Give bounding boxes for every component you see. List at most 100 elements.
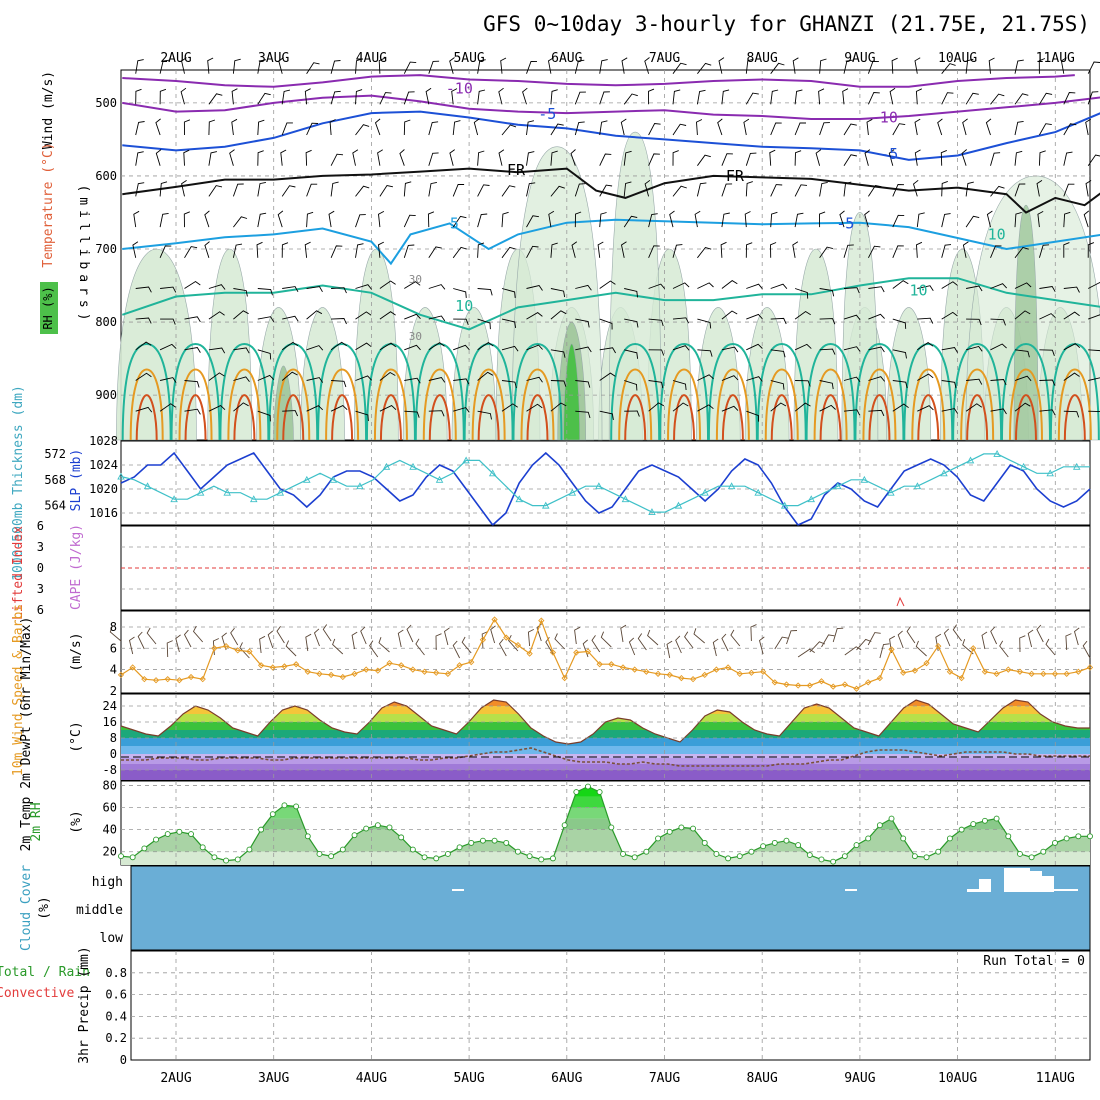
rh2m-marker [1075,833,1082,840]
wind-barb [1087,91,1099,105]
run-total: Run Total = 0 [983,954,1085,969]
wind-barb [331,380,347,388]
warm-lobe [764,368,799,441]
thickness-marker [382,462,391,470]
wind-barb [843,59,853,74]
wind-barb [1060,57,1067,74]
wind-barb [526,215,539,228]
rh2m-marker [118,853,124,860]
temperature-contour [122,74,1075,88]
wind-speed-marker [363,666,370,673]
wind-barb [943,628,951,647]
wind-barb [281,89,291,105]
wind-barb [794,150,802,166]
wind-barb [166,640,173,658]
day-label-bottom: 9AUG [844,1071,875,1086]
wind-barb [623,150,632,166]
wind-barb [600,631,612,648]
thickness-marker [1046,469,1054,477]
wind-barb [721,183,733,197]
rh2m-marker [421,854,428,861]
wind-barb [281,185,296,197]
wind-barb [328,210,335,228]
wind-barb [1063,211,1071,228]
wind-speed-marker [981,668,989,675]
wind-barb [1039,379,1056,386]
wind-barb [917,342,934,351]
wind-speed-marker [1051,670,1059,677]
wind-barb [856,638,872,651]
wind-barb [329,119,336,136]
wind-speed-marker [1028,670,1035,677]
wind-barb [574,91,586,105]
wind-barb [208,372,225,381]
wind-barb [232,243,243,258]
wind-barb [721,346,739,353]
wind-barb [257,410,271,422]
wind-barb [745,181,753,197]
wind-barb [397,629,404,648]
rh2m-marker [701,839,708,846]
wind-speed-marker [549,649,557,656]
thickness-marker [913,482,922,490]
wind-speed-marker [900,669,907,676]
rh2m-marker [678,824,685,831]
precip-frame [130,950,1091,1061]
wind-barb [1088,314,1100,320]
wind-barb [501,380,517,389]
cloud-high-10aug-b [979,879,991,892]
wind-barb [526,182,536,197]
wind-barb [696,182,707,197]
rh2m-marker [374,822,381,829]
wind-barb [599,280,616,289]
wind-barb [1039,92,1053,105]
day-label-bottom: 3AUG [258,1071,289,1086]
rh-band [121,818,1090,830]
wind-barb [941,213,951,228]
wind-barb [257,181,266,197]
wind-barb [378,241,385,258]
wind-barb [526,312,543,320]
wind-barb [526,120,535,136]
wind-barb [697,154,711,166]
wind-barb [916,212,925,228]
wind-speed-marker [1063,670,1070,677]
wind-barb [720,241,727,258]
ylabel-precip-unit: 3hr Precip (mm) [77,946,92,1063]
contour-label: -5 [880,145,898,163]
wind-barb [452,640,461,659]
wind-barb [843,244,854,258]
wind-barb [453,344,470,351]
wind-barb [1038,58,1046,74]
wind-barb [672,317,690,324]
wind-barb [623,215,638,228]
thickness-marker [249,495,258,503]
wind-barb [839,210,845,228]
rh2m-marker [946,835,953,842]
wind-barb [666,640,673,659]
wind-barb [135,286,152,293]
wind-barb [1085,118,1092,136]
wind-barb [477,410,492,420]
wind-barb [204,241,210,258]
wind-barb [374,118,381,136]
wind-barb [744,211,751,228]
day-labels-bottom: 2AUG 3AUG 4AUG 5AUG 6AUG 7AUG 8AUG 9AUG 10AUG 11A… [160,1071,1075,1086]
wind-barb [281,341,299,351]
wind-barb [355,214,366,228]
ylabel-rh: RH (%) [41,286,55,329]
wind-barb [181,180,187,197]
cloud-level-high: high [92,875,123,890]
wind-speed-marker [141,676,148,683]
rh2m-marker [409,846,416,853]
wind-barb [477,342,494,351]
contour-label: -10 [871,108,898,126]
wind-barb [794,122,806,136]
wind-barb [721,153,733,166]
wind-barb [550,89,558,105]
wind-barb [999,640,1009,658]
unit-rh2m: (%) [69,810,84,833]
axis-tick-label: 572 [44,447,66,461]
warm-lobe [227,368,262,441]
